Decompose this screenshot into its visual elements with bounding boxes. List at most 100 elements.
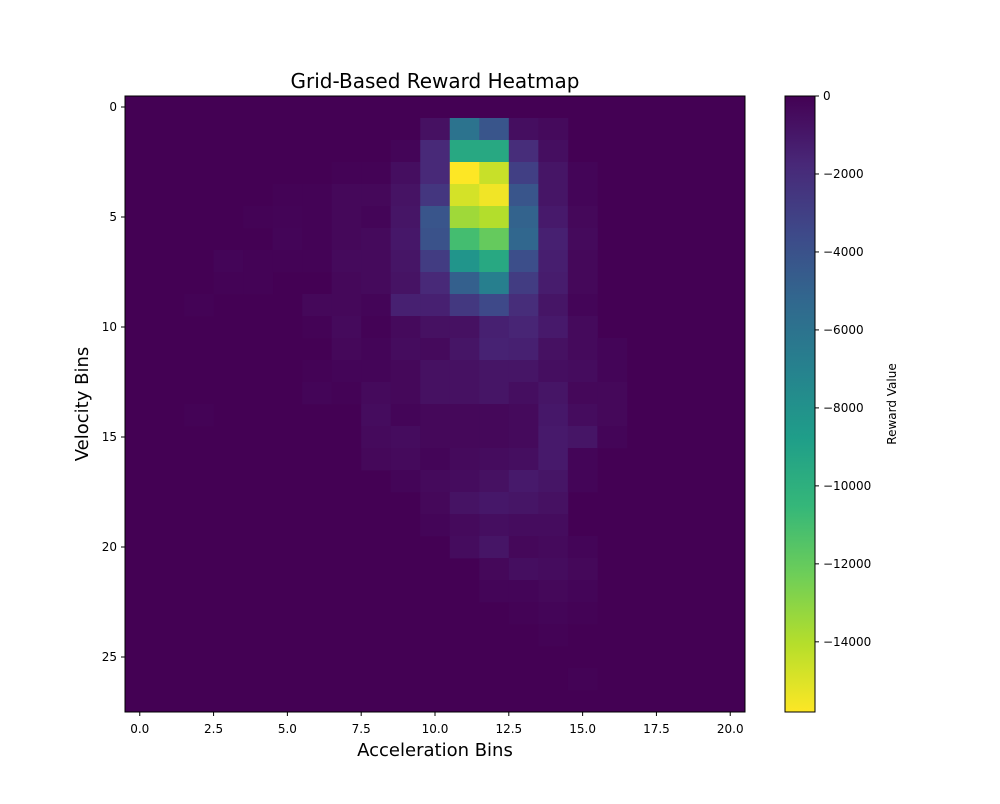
heatmap-cell <box>567 536 598 559</box>
heatmap-cell <box>449 250 480 273</box>
heatmap-cell <box>302 206 333 229</box>
heatmap-cell <box>449 360 480 383</box>
heatmap-cell <box>508 514 539 537</box>
heatmap-cell <box>361 228 392 251</box>
heatmap-cell <box>449 492 480 515</box>
heatmap-cell <box>420 448 451 471</box>
heatmap-cell <box>361 382 392 405</box>
heatmap-cell <box>361 206 392 229</box>
heatmap-cell <box>420 404 451 427</box>
heatmap-cell <box>597 360 628 383</box>
heatmap-cell <box>302 250 333 273</box>
heatmap-cell <box>390 338 421 361</box>
heatmap-cell <box>508 360 539 383</box>
y-tick-label: 10 <box>102 320 117 334</box>
heatmap-cell <box>361 404 392 427</box>
heatmap-cell <box>449 536 480 559</box>
heatmap-cell <box>538 118 569 141</box>
heatmap-cell <box>508 184 539 207</box>
heatmap-cell <box>272 206 303 229</box>
heatmap-cell <box>567 338 598 361</box>
y-tick-label: 15 <box>102 430 117 444</box>
y-tick-label: 20 <box>102 540 117 554</box>
heatmap-cell <box>331 162 362 185</box>
heatmap-cell <box>538 228 569 251</box>
heatmap-cell <box>331 338 362 361</box>
x-tick-label: 5.0 <box>278 722 297 736</box>
heatmap-cell <box>449 470 480 493</box>
heatmap-cell <box>567 360 598 383</box>
heatmap-cell <box>213 272 244 295</box>
x-tick-label: 17.5 <box>643 722 670 736</box>
heatmap-cell <box>302 382 333 405</box>
heatmap-cell <box>597 338 628 361</box>
heatmap-cell <box>538 338 569 361</box>
heatmap-cell <box>508 580 539 603</box>
heatmap-cell <box>302 184 333 207</box>
heatmap-cell <box>420 470 451 493</box>
colorbar-gradient <box>784 95 816 713</box>
heatmap-cell <box>479 514 510 537</box>
heatmap-cell <box>390 294 421 317</box>
heatmap-cell <box>420 492 451 515</box>
heatmap-cell <box>420 140 451 163</box>
heatmap-cell <box>302 294 333 317</box>
heatmap-cell <box>390 470 421 493</box>
heatmap-cell <box>479 338 510 361</box>
heatmap-cell <box>508 250 539 273</box>
heatmap-cell <box>567 316 598 339</box>
heatmap-cell <box>331 184 362 207</box>
heatmap-cell <box>420 294 451 317</box>
heatmap-cell <box>272 250 303 273</box>
heatmap-cell <box>449 228 480 251</box>
heatmap-cell <box>538 162 569 185</box>
heatmap-cell <box>331 250 362 273</box>
heatmap-cell <box>390 140 421 163</box>
heatmap-cell <box>361 338 392 361</box>
heatmap-cell <box>420 184 451 207</box>
heatmap-cell <box>420 272 451 295</box>
heatmap-cell <box>538 514 569 537</box>
heatmap-cell <box>567 206 598 229</box>
heatmap-cell <box>508 162 539 185</box>
heatmap-cell <box>567 470 598 493</box>
heatmap-cell <box>449 404 480 427</box>
heatmap-cell <box>479 382 510 405</box>
heatmap-cell <box>479 360 510 383</box>
heatmap-cell <box>508 382 539 405</box>
heatmap-cell <box>567 382 598 405</box>
heatmap-cell <box>449 162 480 185</box>
heatmap-cell <box>597 382 628 405</box>
colorbar-tick-label: −10000 <box>823 479 871 493</box>
colorbar-tick-label: 0 <box>823 89 831 103</box>
heatmap-cell <box>479 448 510 471</box>
heatmap-cell <box>538 448 569 471</box>
heatmap-cell <box>420 382 451 405</box>
heatmap-cell <box>479 294 510 317</box>
heatmap-cell <box>361 316 392 339</box>
heatmap-cell <box>479 206 510 229</box>
colorbar: 0 −2000 −4000 −6000 −8000 −10000 −12000 −14000 <box>784 89 871 713</box>
heatmap-cell <box>567 558 598 581</box>
heatmap-cell <box>567 184 598 207</box>
heatmap-cell <box>508 228 539 251</box>
heatmap-cell <box>184 404 214 427</box>
heatmap-cell <box>508 558 539 581</box>
heatmap-cell <box>243 250 274 273</box>
heatmap-cell <box>538 558 569 581</box>
heatmap-cell <box>479 272 510 295</box>
heatmap-cell <box>508 338 539 361</box>
heatmap-cell <box>538 426 569 449</box>
x-tick-label: 15.0 <box>569 722 596 736</box>
heatmap-cell <box>538 382 569 405</box>
heatmap-cell <box>420 514 451 537</box>
heatmap-cell <box>479 426 510 449</box>
heatmap-cell <box>331 360 362 383</box>
heatmap-cell <box>449 294 480 317</box>
heatmap-cell <box>508 316 539 339</box>
x-tick-label: 7.5 <box>352 722 371 736</box>
heatmap-cell <box>538 184 569 207</box>
heatmap-cell <box>390 228 421 251</box>
heatmap-cell <box>213 250 244 273</box>
